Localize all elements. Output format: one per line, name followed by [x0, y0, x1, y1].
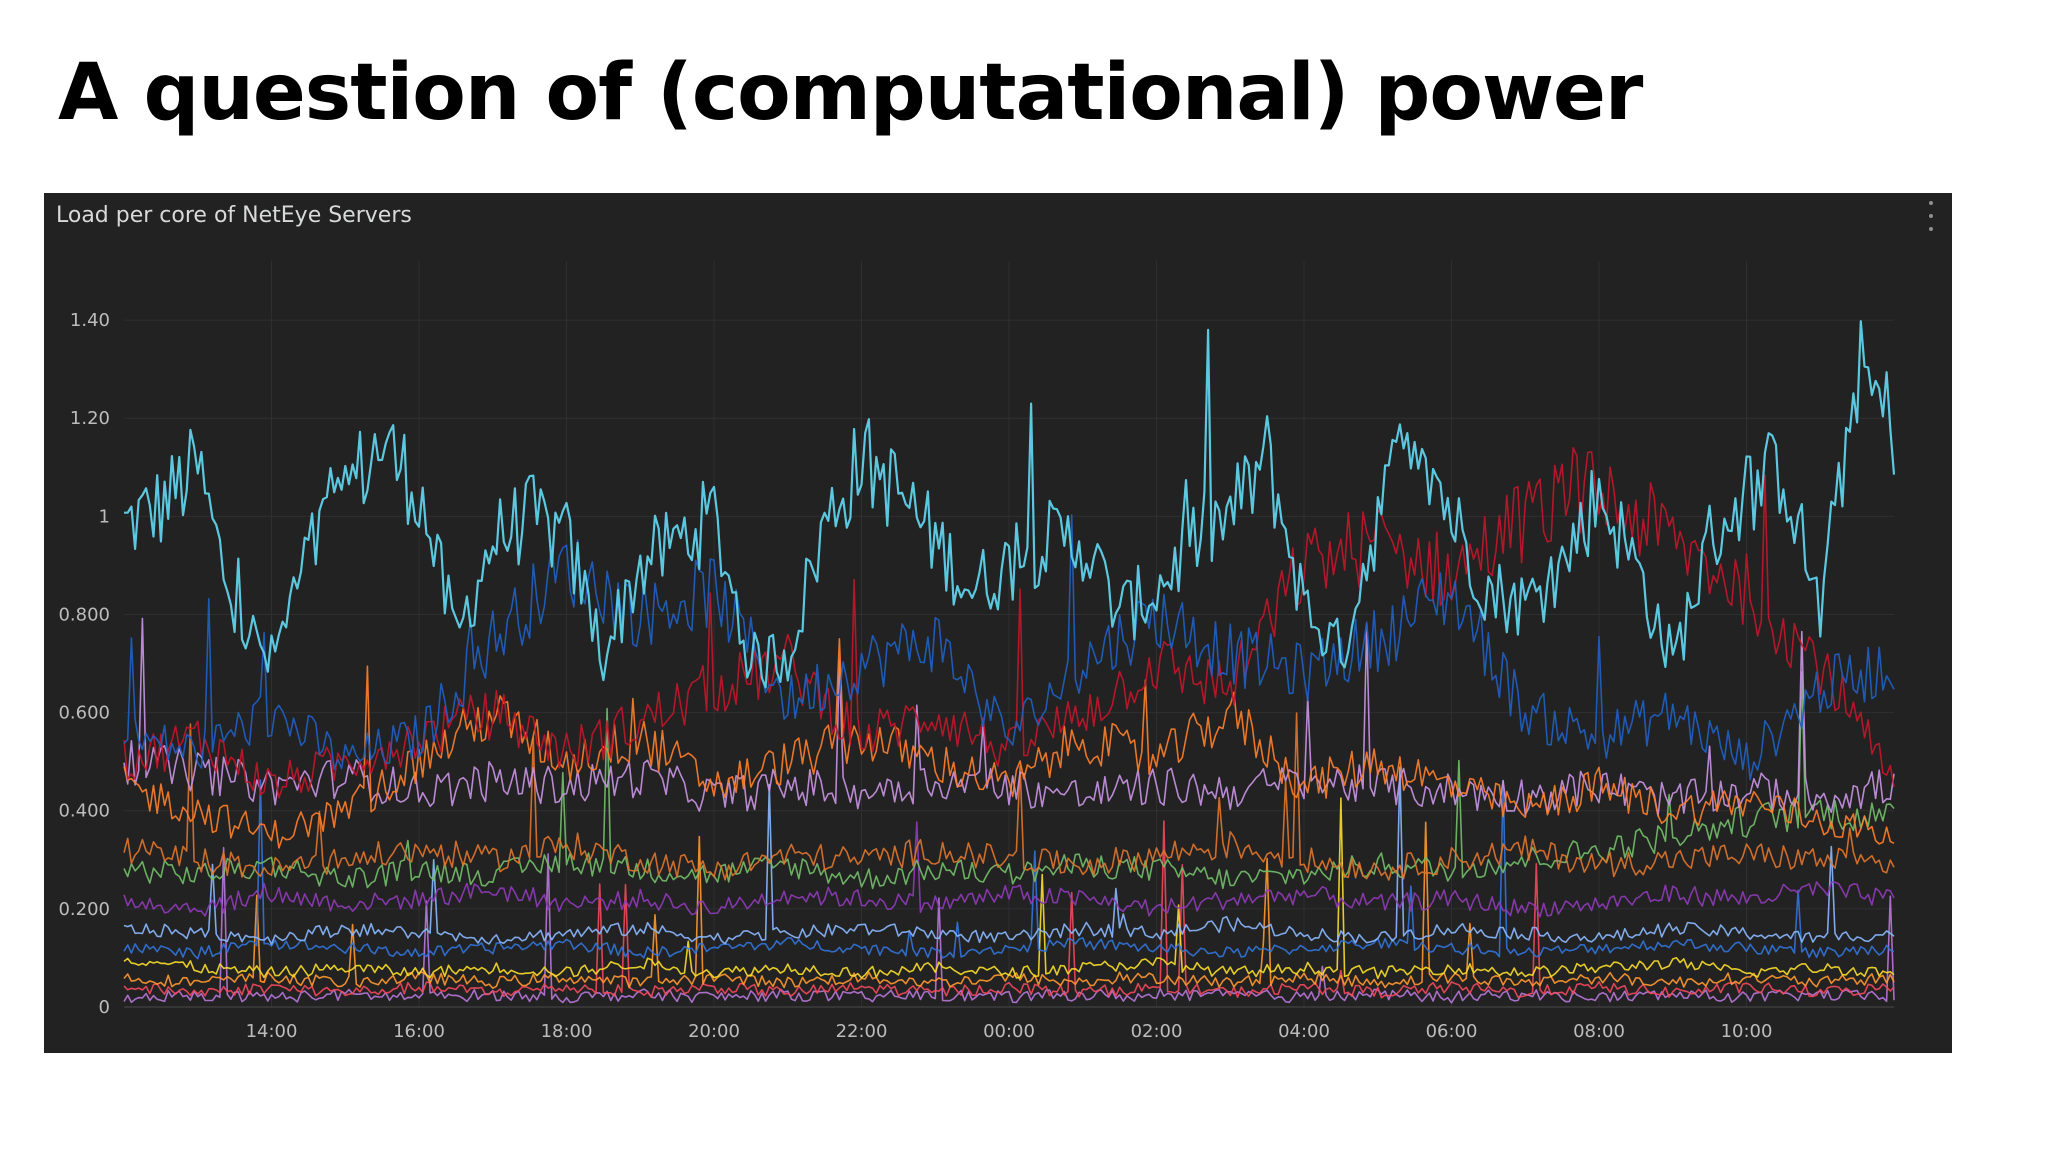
y-tick-label: 1 [99, 506, 110, 527]
y-tick-label: 1.20 [70, 408, 110, 429]
x-tick-label: 00:00 [983, 1021, 1035, 1042]
series-line [123, 514, 1895, 781]
series-lines [123, 320, 1896, 1004]
y-tick-label: 1.40 [70, 310, 110, 331]
series-line [123, 821, 1895, 918]
x-tick-label: 18:00 [541, 1021, 593, 1042]
series-line [123, 846, 1895, 1004]
x-axis: 14:00 16:00 18:00 20:00 22:00 00:00 02:00 04:00… [246, 1021, 1773, 1042]
slide-title: A question of (computational) power [58, 48, 1643, 138]
x-tick-label: 16:00 [393, 1021, 445, 1042]
load-per-core-line-chart: 0 0.200 0.400 0.600 0.800 1 1.20 1.40 14:00 16:0… [58, 261, 1896, 1042]
y-tick-label: 0 [99, 997, 110, 1018]
y-axis: 0 0.200 0.400 0.600 0.800 1 1.20 1.40 [58, 310, 110, 1018]
x-tick-label: 14:00 [246, 1021, 298, 1042]
x-tick-label: 06:00 [1426, 1021, 1478, 1042]
y-tick-label: 0.600 [58, 703, 110, 724]
y-tick-label: 0.400 [58, 801, 110, 822]
chart-panel: 0 0.200 0.400 0.600 0.800 1 1.20 1.40 14:00 16:0… [44, 193, 1952, 1053]
panel-title: Load per core of NetEye Servers [56, 203, 412, 228]
x-tick-label: 02:00 [1131, 1021, 1183, 1042]
series-line [123, 617, 1895, 817]
panel-menu-icon[interactable] [1924, 201, 1938, 231]
series-line [123, 779, 1895, 960]
x-tick-label: 04:00 [1278, 1021, 1330, 1042]
series-line [123, 671, 1895, 890]
series-line [123, 712, 1895, 881]
y-tick-label: 0.200 [58, 899, 110, 920]
series-line [124, 320, 1896, 689]
x-tick-label: 10:00 [1721, 1021, 1773, 1042]
x-tick-label: 20:00 [688, 1021, 740, 1042]
series-line [123, 447, 1895, 799]
gridlines [124, 261, 1894, 1008]
series-line [123, 766, 1895, 946]
x-tick-label: 22:00 [836, 1021, 888, 1042]
series-line [123, 820, 1895, 999]
y-tick-label: 0.800 [58, 604, 110, 625]
series-line [123, 797, 1895, 980]
x-tick-label: 08:00 [1573, 1021, 1625, 1042]
